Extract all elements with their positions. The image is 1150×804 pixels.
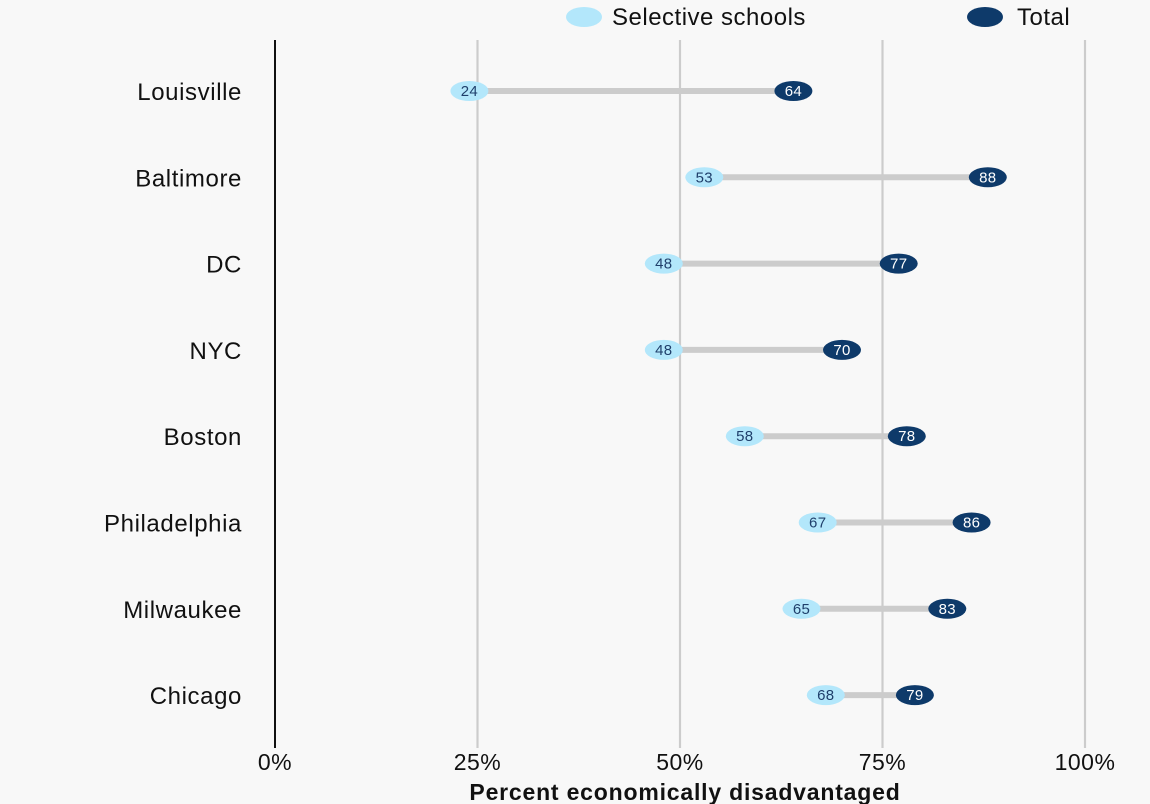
category-label: Louisville [137, 79, 242, 106]
selective-schools-point [798, 512, 837, 533]
total-point [774, 81, 813, 101]
selective-schools-point [806, 685, 845, 706]
x-tick-label: 100% [1055, 749, 1116, 775]
connectors [469, 88, 988, 699]
total-value-label: 77 [890, 256, 907, 273]
total-point [823, 339, 861, 360]
selective-schools-value-label: 65 [793, 601, 810, 618]
x-tick-label: 75% [859, 749, 907, 775]
total-value-label: 64 [785, 83, 802, 100]
x-tick-label: 25% [454, 749, 502, 775]
selective-schools-value-label: 48 [655, 256, 672, 273]
selective-schools-point [644, 253, 683, 274]
total-point [928, 598, 967, 619]
selective-schools-value-label: 58 [736, 428, 753, 445]
category-label: DC [206, 252, 242, 279]
selective-schools-point [685, 167, 724, 188]
selective-schools-point [725, 426, 764, 447]
legend-swatch [566, 7, 602, 27]
total-value-label: 88 [979, 169, 996, 186]
category-label: Philadelphia [104, 511, 242, 538]
total-point [952, 512, 991, 533]
legend-swatch [967, 7, 1003, 27]
category-labels: Louisville Baltimore DC NYC Boston Philadelph… [104, 79, 242, 710]
total-value-label: 83 [939, 601, 956, 618]
gridlines [476, 40, 1087, 748]
selective-schools-value-label: 24 [461, 83, 478, 100]
selective-schools-value-label: 48 [655, 342, 672, 359]
x-axis-title: Percent economically disadvantaged [469, 779, 900, 804]
total-value-label: 86 [963, 515, 980, 532]
total-value-label: 78 [898, 428, 915, 445]
category-label: Milwaukee [123, 597, 242, 624]
category-label: Baltimore [135, 165, 242, 192]
legend-label: Selective schools [612, 4, 806, 31]
legend-label: Total [1017, 4, 1070, 31]
data-points: 24 64 53 88 48 77 48 70 58 78 67 86 65 83 68 79 [450, 81, 1007, 706]
total-point [895, 685, 934, 706]
total-value-label: 79 [906, 687, 923, 704]
x-tick-label: 0% [258, 749, 292, 775]
selective-schools-value-label: 67 [809, 515, 826, 532]
category-label: Chicago [150, 683, 242, 710]
total-point [879, 253, 918, 274]
total-point [968, 167, 1007, 188]
total-point [887, 426, 926, 447]
total-value-label: 70 [833, 342, 850, 359]
selective-schools-point [450, 81, 489, 101]
selective-schools-point [644, 339, 683, 360]
selective-schools-point [782, 598, 821, 619]
category-label: Boston [164, 424, 242, 451]
selective-schools-value-label: 68 [817, 687, 834, 704]
x-tick-label: 50% [656, 749, 704, 775]
x-tick-labels: 0% 25% 50% 75% 100% [258, 749, 1116, 775]
legend: Selective schools Total [566, 4, 1070, 31]
selective-schools-value-label: 53 [696, 169, 713, 186]
category-label: NYC [190, 338, 242, 365]
